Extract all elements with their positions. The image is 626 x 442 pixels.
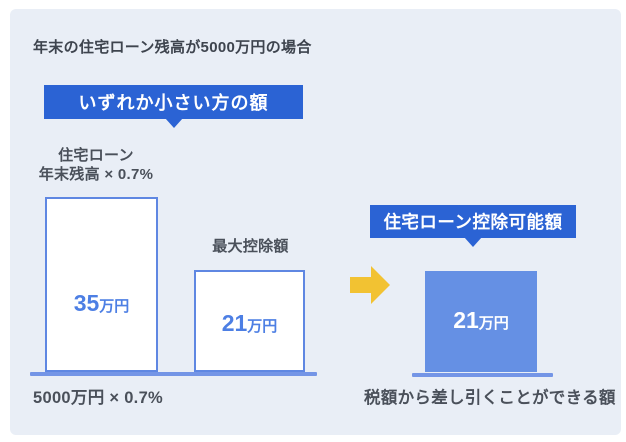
deductible-caption: 税額から差し引くことができる額 bbox=[364, 389, 616, 407]
loan-calc-caption: 5000万円 × 0.7% bbox=[33, 389, 164, 407]
max-deduction-bar-value: 21万円 bbox=[196, 310, 303, 337]
deductible-bar-value: 21万円 bbox=[425, 307, 537, 334]
callout-smaller-amount-label: いずれか小さい方の額 bbox=[78, 93, 269, 113]
deductible-value-unit: 万円 bbox=[478, 315, 509, 332]
right-baseline bbox=[412, 373, 553, 377]
max-deduction-value-number: 21 bbox=[221, 310, 248, 336]
loan-bar-label-line2: 年末残高 × 0.7% bbox=[38, 165, 154, 183]
deductible-value-number: 21 bbox=[453, 307, 479, 333]
callout-deductible-amount: 住宅ローン控除可能額 bbox=[370, 205, 576, 238]
callout-deductible-amount-label: 住宅ローン控除可能額 bbox=[383, 212, 563, 232]
right-arrow-head bbox=[371, 266, 390, 304]
loan-calc-value-unit: 万円 bbox=[99, 298, 130, 315]
loan-calc-value-number: 35 bbox=[73, 290, 100, 316]
callout-smaller-amount: いずれか小さい方の額 bbox=[44, 85, 303, 119]
max-deduction-bar: 21万円 bbox=[194, 270, 305, 372]
loan-calc-bar: 35万円 bbox=[45, 197, 158, 372]
max-deduction-value-unit: 万円 bbox=[247, 318, 278, 335]
right-arrow-stem bbox=[350, 277, 373, 293]
left-baseline bbox=[30, 372, 317, 376]
max-deduction-bar-label: 最大控除額 bbox=[212, 238, 289, 255]
loan-calc-bar-value: 35万円 bbox=[47, 290, 156, 317]
loan-bar-label: 住宅ローン 年末残高 × 0.7% bbox=[30, 147, 162, 184]
right-arrow-icon bbox=[350, 266, 390, 304]
deductible-bar: 21万円 bbox=[425, 271, 537, 372]
figure-title: 年末の住宅ローン残高が5000万円の場合 bbox=[33, 39, 312, 56]
loan-bar-label-line1: 住宅ローン bbox=[58, 147, 134, 164]
